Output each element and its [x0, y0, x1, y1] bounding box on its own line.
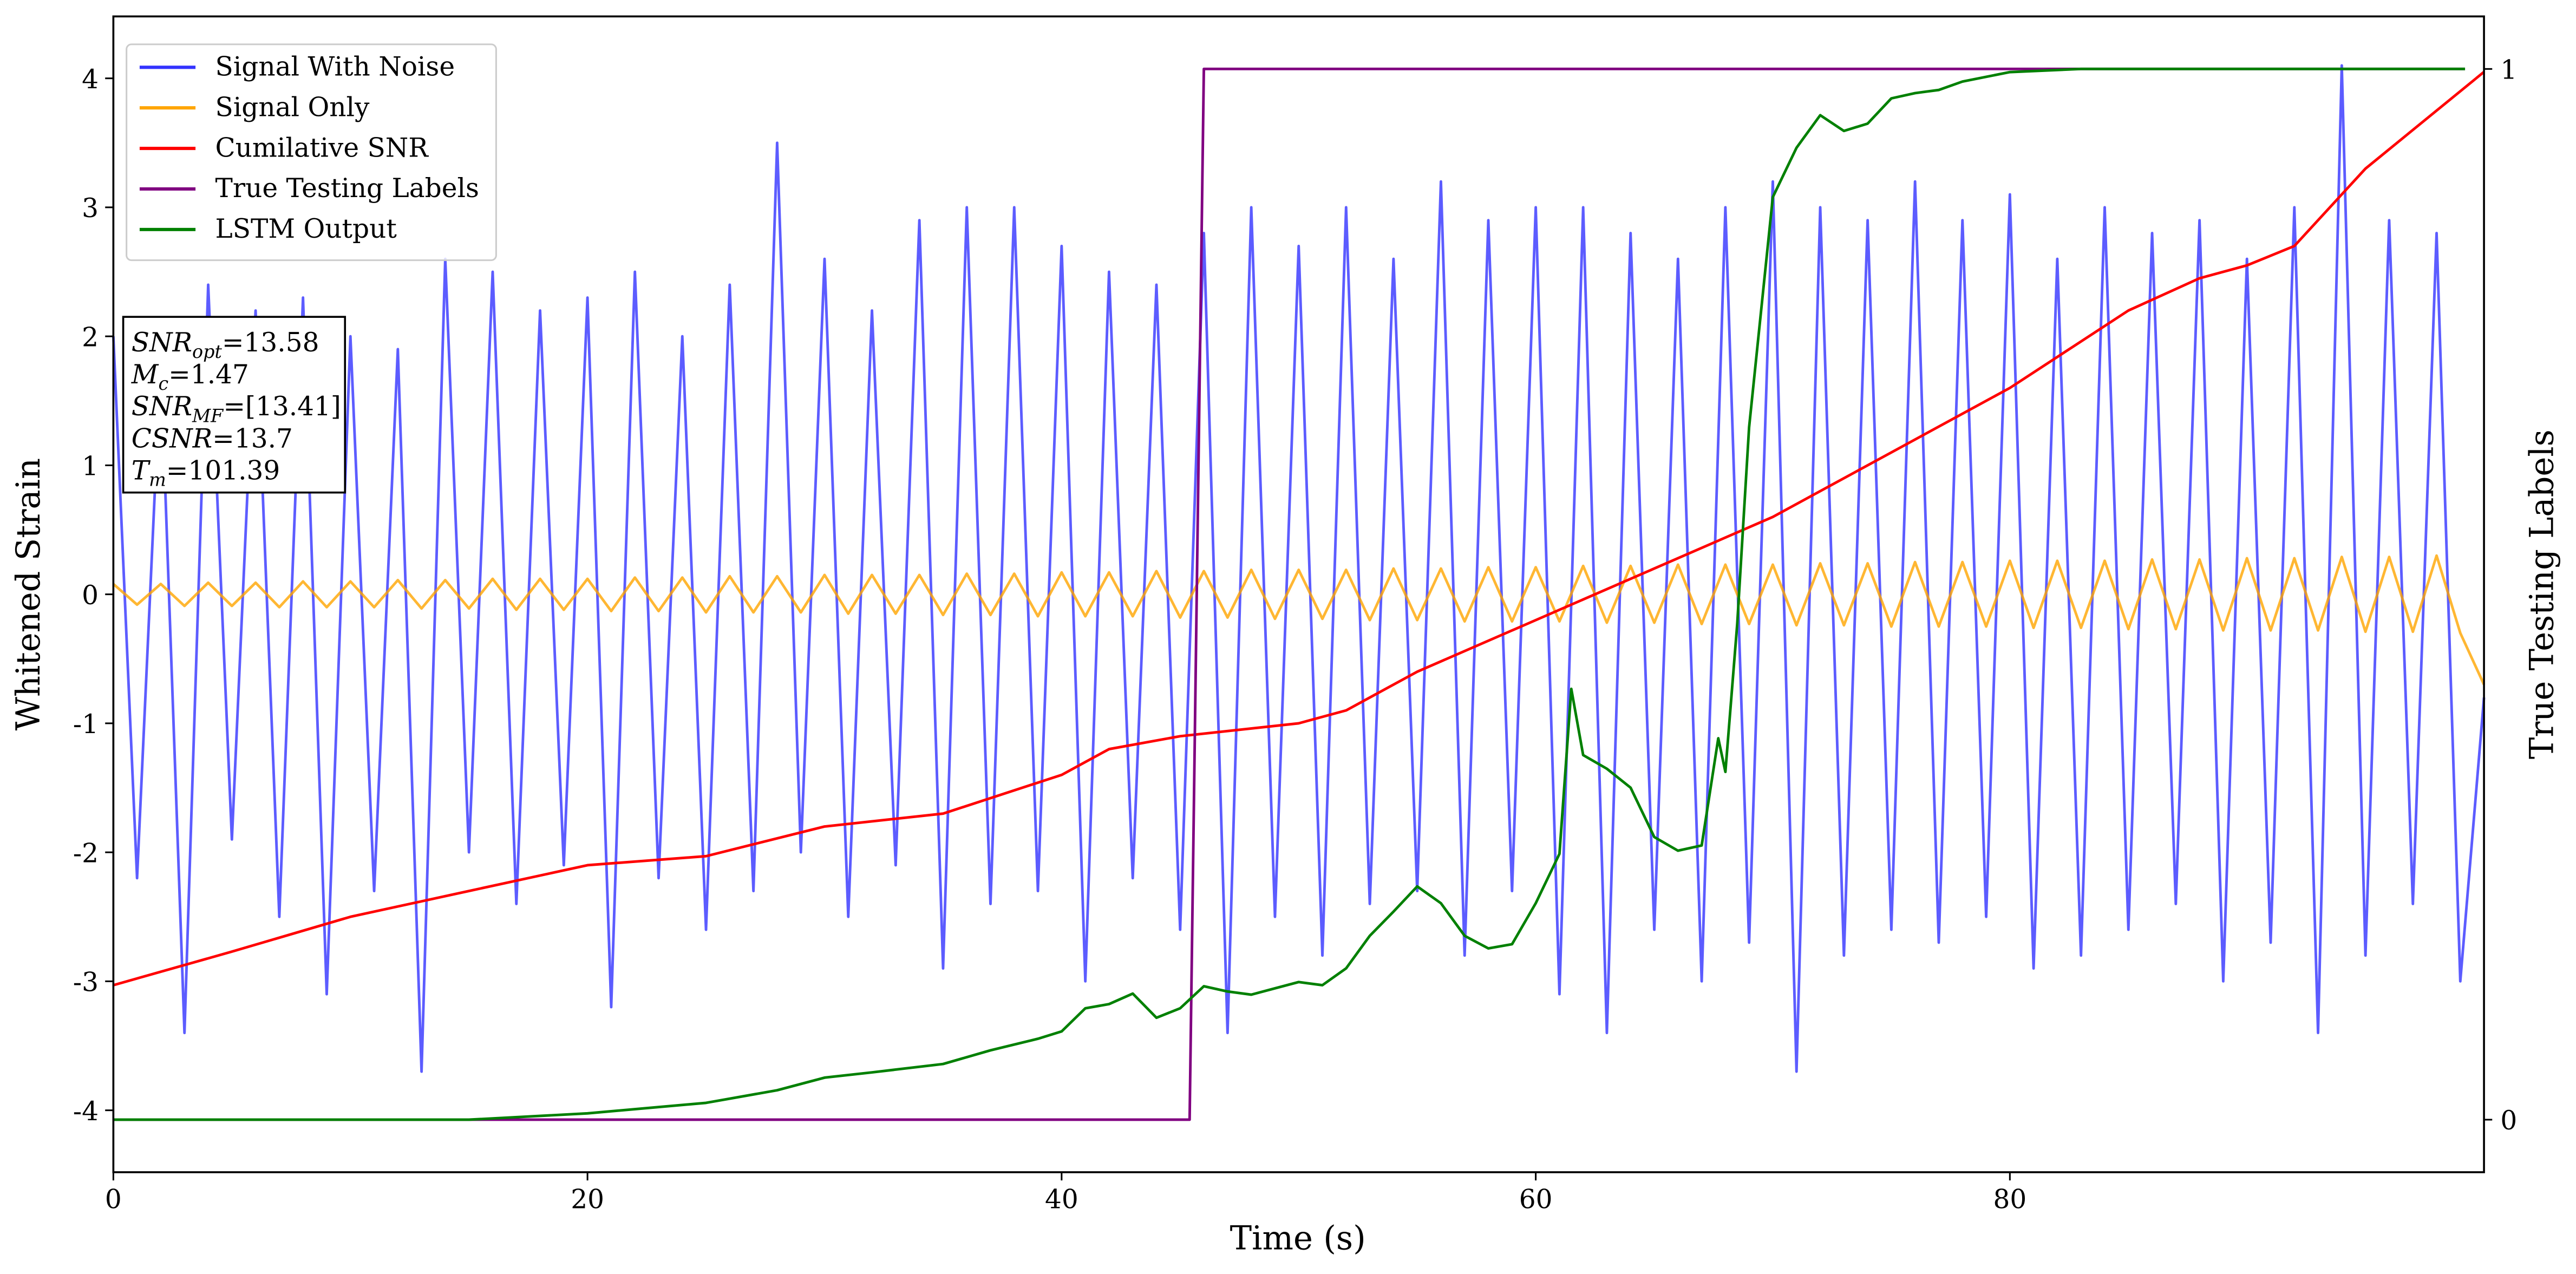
series-line: [113, 70, 2485, 986]
annotation-value: =101.39: [166, 455, 280, 486]
legend: Signal With Noise Signal Only Cumilative S…: [126, 43, 497, 262]
legend-label: LSTM Output: [215, 214, 397, 244]
y2-axis-label: True Testing Labels: [2523, 429, 2561, 759]
plot-area: [112, 64, 2486, 1121]
annotation-line: CSNR=13.7: [132, 423, 293, 454]
x-tick-label: 20: [571, 1185, 604, 1215]
series-line: [113, 67, 2466, 1121]
annotation-symbol: SNR: [132, 391, 192, 422]
legend-label: True Testing Labels: [215, 173, 479, 204]
y2-tick-label: 0: [2500, 1106, 2517, 1136]
y-tick-label: 4: [82, 64, 99, 95]
annotation-line: Tm=101.39: [132, 455, 280, 490]
legend-box: [126, 43, 497, 262]
x-tick-label: 40: [1045, 1185, 1078, 1215]
annotation-value: =[13.41]: [223, 391, 341, 422]
annotation-subscript: opt: [192, 341, 222, 362]
annotation-symbol: M: [131, 360, 159, 390]
x-tick-label: 0: [105, 1185, 122, 1215]
series-line: [113, 67, 2466, 1121]
x-tick-label: 80: [1993, 1185, 2026, 1215]
annotation-value: =1.47: [168, 360, 249, 390]
y-tick-label: -4: [73, 1096, 99, 1127]
y-tick-label: 3: [82, 193, 99, 224]
y2-tick-label: 1: [2500, 55, 2517, 86]
y-tick-label: -2: [73, 838, 99, 868]
x-tick-label: 60: [1519, 1185, 1553, 1215]
annotation-value: =13.58: [222, 328, 319, 358]
annotation-symbol: CSNR: [132, 423, 212, 454]
y-tick-label: -1: [73, 709, 99, 740]
annotation-line: Mc=1.47: [131, 360, 249, 394]
annotation-subscript: m: [149, 469, 166, 491]
annotation-box: SNRopt=13.58Mc=1.47SNRMF=[13.41]CSNR=13.…: [122, 316, 346, 494]
y-tick-label: 2: [82, 322, 99, 352]
annotation-subscript: c: [158, 373, 168, 394]
y-tick-label: -3: [73, 968, 99, 998]
legend-label: Cumilative SNR: [215, 133, 429, 163]
annotation-frame: [122, 316, 346, 494]
y-axis-label: Whitened Strain: [10, 458, 48, 731]
x-axis-label: Time (s): [1230, 1220, 1366, 1258]
annotation-symbol: T: [132, 455, 151, 486]
series-line: [112, 554, 2486, 685]
legend-label: Signal Only: [215, 92, 370, 122]
annotation-symbol: SNR: [132, 328, 192, 358]
y-tick-label: 1: [82, 452, 99, 482]
annotation-subscript: MF: [192, 405, 224, 426]
annotation-line: SNRopt=13.58: [132, 328, 319, 362]
series-line: [112, 64, 2486, 1073]
annotation-value: =13.7: [212, 423, 293, 454]
y-tick-label: 0: [82, 580, 99, 611]
legend-label: Signal With Noise: [215, 51, 455, 82]
annotation-line: SNRMF=[13.41]: [132, 391, 341, 426]
